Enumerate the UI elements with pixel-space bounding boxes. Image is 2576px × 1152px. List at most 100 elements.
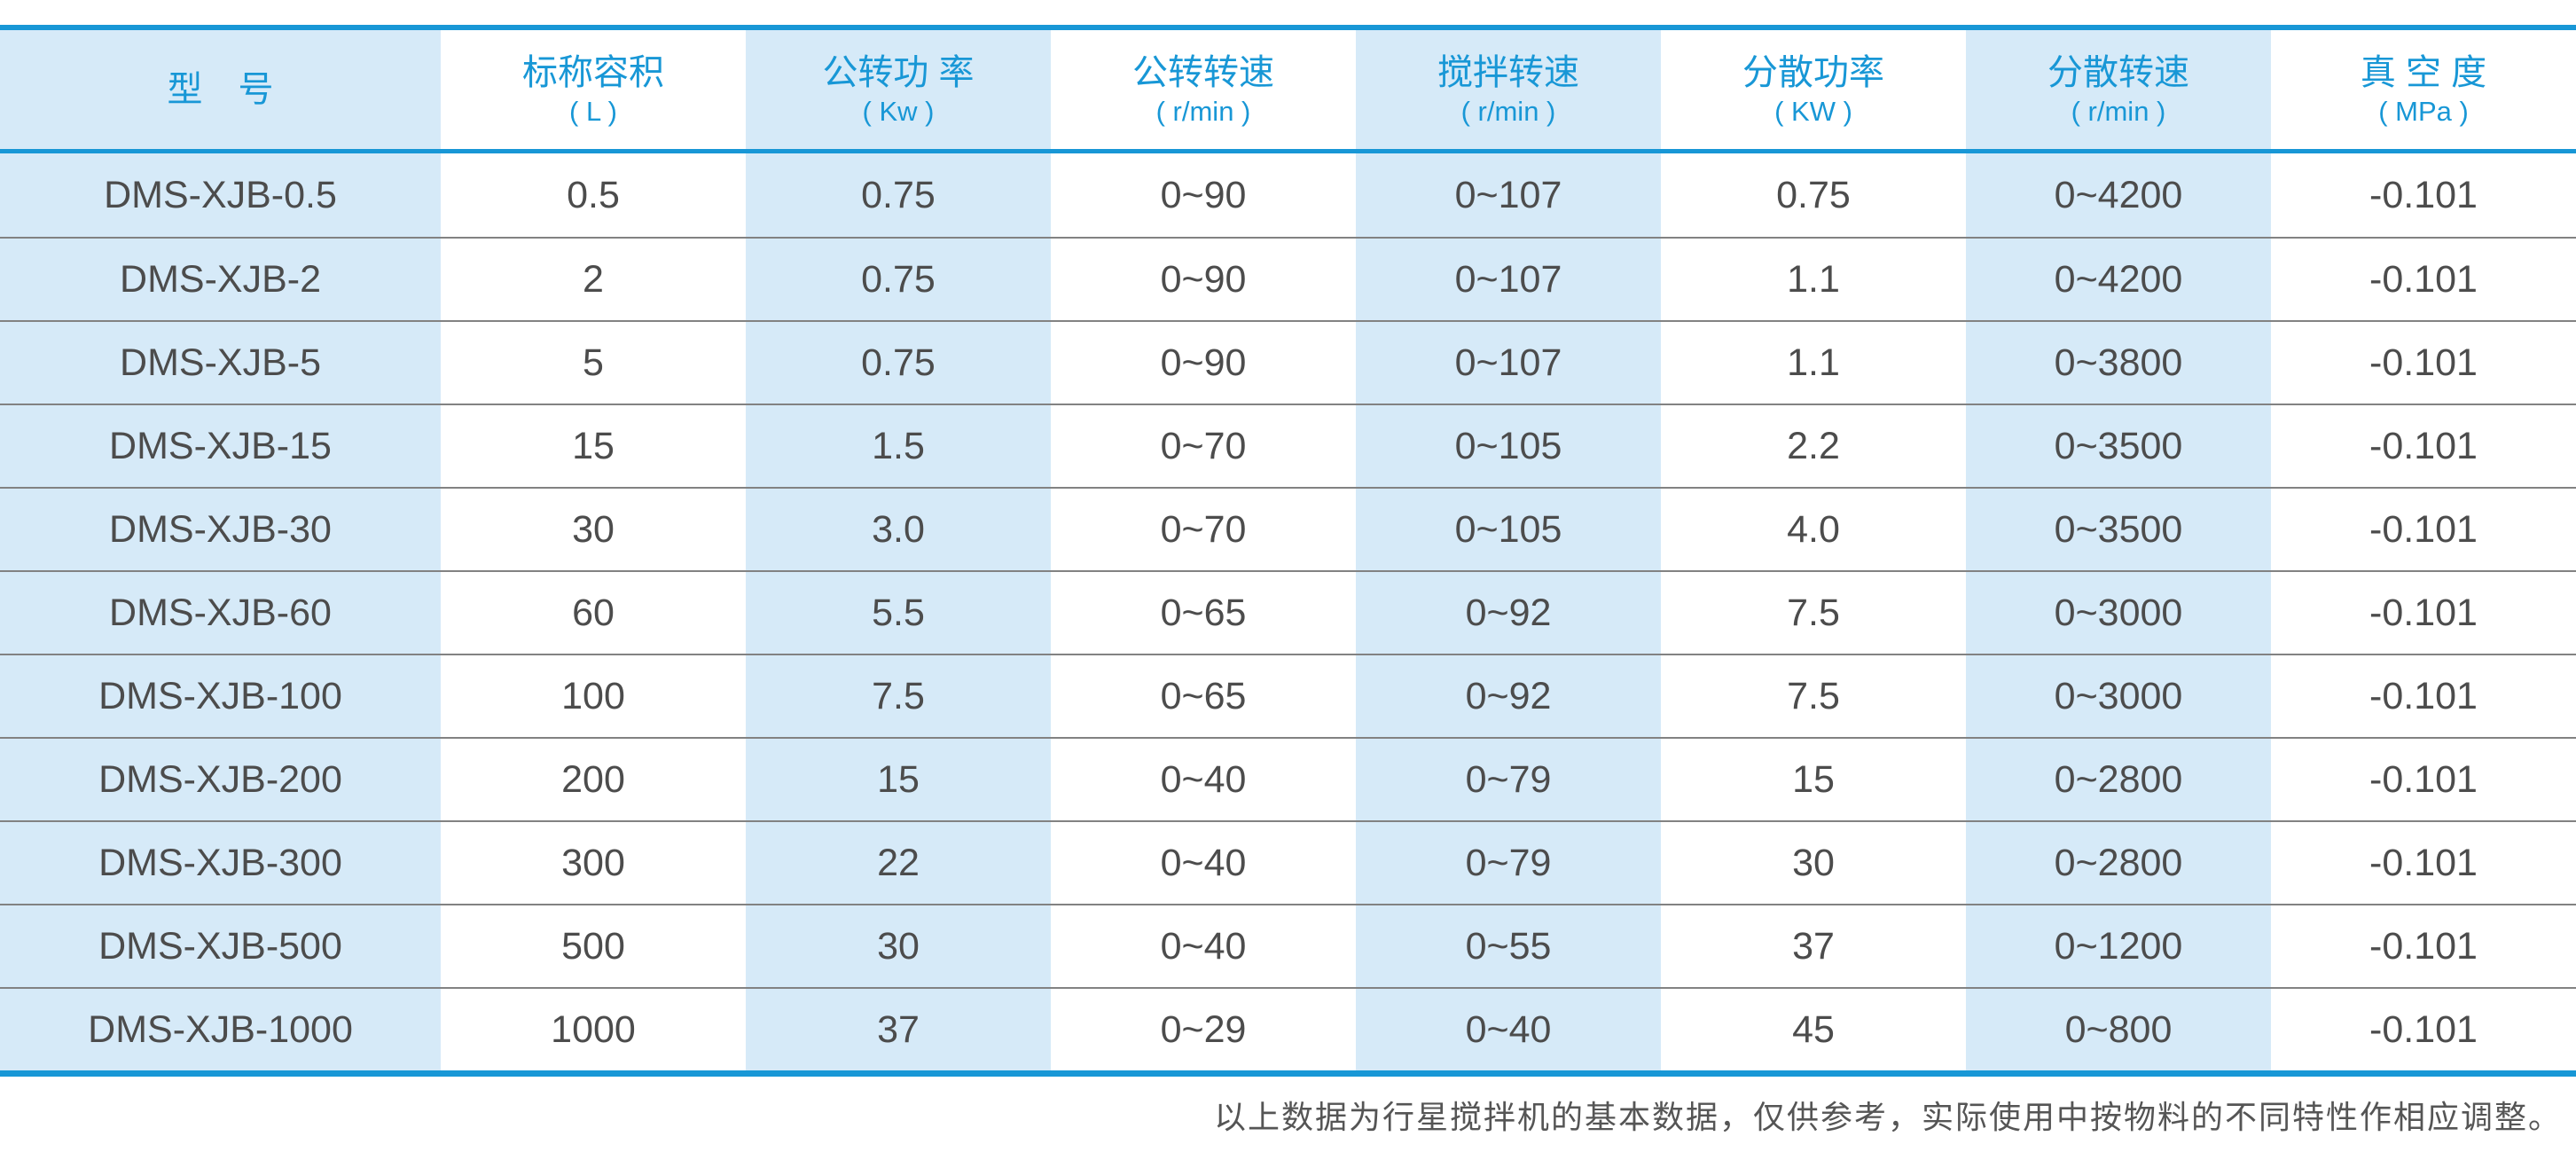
value-cell: 200 — [441, 739, 746, 820]
value-cell: 0.75 — [746, 153, 1051, 237]
table-row: DMS-XJB-5 5 0.75 0~90 0~107 1.1 0~3800 -0.101 — [0, 320, 2576, 404]
value-cell: 45 — [1661, 989, 1966, 1070]
value-cell: 0~90 — [1051, 239, 1356, 320]
value-cell: 0~3800 — [1966, 322, 2271, 404]
spec-table-body: DMS-XJB-0.5 0.5 0.75 0~90 0~107 0.75 0~4200 -0.… — [0, 153, 2576, 1070]
value-cell: 37 — [746, 989, 1051, 1070]
value-cell: 0~105 — [1356, 405, 1661, 487]
value-cell: 0~40 — [1051, 739, 1356, 820]
value-cell: 1.1 — [1661, 239, 1966, 320]
value-cell: -0.101 — [2271, 239, 2576, 320]
value-cell: 0~92 — [1356, 572, 1661, 654]
table-top-border — [0, 25, 2576, 30]
value-cell: 3.0 — [746, 489, 1051, 570]
model-cell: DMS-XJB-5 — [0, 322, 441, 404]
model-cell: DMS-XJB-15 — [0, 405, 441, 487]
value-cell: 0~55 — [1356, 905, 1661, 987]
value-cell: -0.101 — [2271, 572, 2576, 654]
header-cell-6: 分散转速( r/min ) — [1966, 30, 2271, 149]
table-row: DMS-XJB-2 2 0.75 0~90 0~107 1.1 0~4200 -0.101 — [0, 237, 2576, 320]
header-cell-3: 公转转速( r/min ) — [1051, 30, 1356, 149]
model-cell: DMS-XJB-200 — [0, 739, 441, 820]
value-cell: 0~90 — [1051, 153, 1356, 237]
header-cell-0: 型 号 — [0, 30, 441, 149]
value-cell: 0~65 — [1051, 655, 1356, 737]
model-cell: DMS-XJB-1000 — [0, 989, 441, 1070]
value-cell: 0~107 — [1356, 239, 1661, 320]
value-cell: 7.5 — [1661, 572, 1966, 654]
value-cell: 0.75 — [1661, 153, 1966, 237]
header-unit: ( Kw ) — [862, 95, 935, 127]
value-cell: 15 — [746, 739, 1051, 820]
header-underline — [0, 149, 2576, 153]
header-unit: ( r/min ) — [1460, 95, 1556, 127]
header-cell-2: 公转功 率( Kw ) — [746, 30, 1051, 149]
value-cell: 0~107 — [1356, 153, 1661, 237]
header-cell-7: 真 空 度( MPa ) — [2271, 30, 2576, 149]
model-cell: DMS-XJB-60 — [0, 572, 441, 654]
value-cell: 0~3500 — [1966, 405, 2271, 487]
value-cell: 0~4200 — [1966, 239, 2271, 320]
header-label: 分散功率 — [1742, 52, 1884, 92]
table-row: DMS-XJB-200 200 15 0~40 0~79 15 0~2800 -0.101 — [0, 737, 2576, 820]
header-unit: ( r/min ) — [2071, 95, 2166, 127]
footer-area: 以上数据为行星搅拌机的基本数据，仅供参考，实际使用中按物料的不同特性作相应调整。 — [0, 1077, 2576, 1152]
table-row: DMS-XJB-100 100 7.5 0~65 0~92 7.5 0~3000 -0.101 — [0, 654, 2576, 737]
value-cell: -0.101 — [2271, 655, 2576, 737]
value-cell: 0~3500 — [1966, 489, 2271, 570]
value-cell: 0~3000 — [1966, 572, 2271, 654]
value-cell: 0~79 — [1356, 739, 1661, 820]
value-cell: 7.5 — [746, 655, 1051, 737]
table-row: DMS-XJB-1000 1000 37 0~29 0~40 45 0~800 -0.101 — [0, 987, 2576, 1070]
value-cell: 15 — [1661, 739, 1966, 820]
model-cell: DMS-XJB-500 — [0, 905, 441, 987]
value-cell: 30 — [1661, 822, 1966, 904]
value-cell: 0~90 — [1051, 322, 1356, 404]
value-cell: -0.101 — [2271, 405, 2576, 487]
value-cell: -0.101 — [2271, 822, 2576, 904]
value-cell: 0.75 — [746, 239, 1051, 320]
value-cell: -0.101 — [2271, 489, 2576, 570]
header-label: 标称容积 — [522, 52, 664, 92]
value-cell: 0~92 — [1356, 655, 1661, 737]
value-cell: 0~2800 — [1966, 739, 2271, 820]
value-cell: 0~800 — [1966, 989, 2271, 1070]
footer-note: 以上数据为行星搅拌机的基本数据，仅供参考，实际使用中按物料的不同特性作相应调整。 — [1213, 1099, 2562, 1136]
value-cell: 0~40 — [1051, 822, 1356, 904]
table-row: DMS-XJB-500 500 30 0~40 0~55 37 0~1200 -0.101 — [0, 904, 2576, 987]
value-cell: 0.5 — [441, 153, 746, 237]
value-cell: 0~70 — [1051, 405, 1356, 487]
value-cell: 37 — [1661, 905, 1966, 987]
value-cell: -0.101 — [2271, 739, 2576, 820]
value-cell: 0~1200 — [1966, 905, 2271, 987]
table-bottom-border — [0, 1070, 2576, 1077]
header-cell-5: 分散功率( KW ) — [1661, 30, 1966, 149]
table-row: DMS-XJB-15 15 1.5 0~70 0~105 2.2 0~3500 -0.101 — [0, 404, 2576, 487]
table-row: DMS-XJB-0.5 0.5 0.75 0~90 0~107 0.75 0~4200 -0.… — [0, 153, 2576, 237]
value-cell: 0~40 — [1356, 989, 1661, 1070]
header-cell-4: 搅拌转速( r/min ) — [1356, 30, 1661, 149]
value-cell: 5 — [441, 322, 746, 404]
header-label: 分散转速 — [2047, 52, 2189, 92]
value-cell: 15 — [441, 405, 746, 487]
value-cell: 60 — [441, 572, 746, 654]
value-cell: 0~107 — [1356, 322, 1661, 404]
value-cell: -0.101 — [2271, 322, 2576, 404]
value-cell: 5.5 — [746, 572, 1051, 654]
model-cell: DMS-XJB-2 — [0, 239, 441, 320]
value-cell: -0.101 — [2271, 905, 2576, 987]
value-cell: 100 — [441, 655, 746, 737]
value-cell: 0~4200 — [1966, 153, 2271, 237]
table-row: DMS-XJB-60 60 5.5 0~65 0~92 7.5 0~3000 -0.101 — [0, 570, 2576, 654]
model-cell: DMS-XJB-100 — [0, 655, 441, 737]
value-cell: 2 — [441, 239, 746, 320]
value-cell: 22 — [746, 822, 1051, 904]
value-cell: 30 — [441, 489, 746, 570]
table-row: DMS-XJB-30 30 3.0 0~70 0~105 4.0 0~3500 -0.101 — [0, 487, 2576, 570]
value-cell: 0~40 — [1051, 905, 1356, 987]
header-label: 型 号 — [167, 70, 274, 109]
model-cell: DMS-XJB-30 — [0, 489, 441, 570]
value-cell: 0~65 — [1051, 572, 1356, 654]
value-cell: 1.1 — [1661, 322, 1966, 404]
